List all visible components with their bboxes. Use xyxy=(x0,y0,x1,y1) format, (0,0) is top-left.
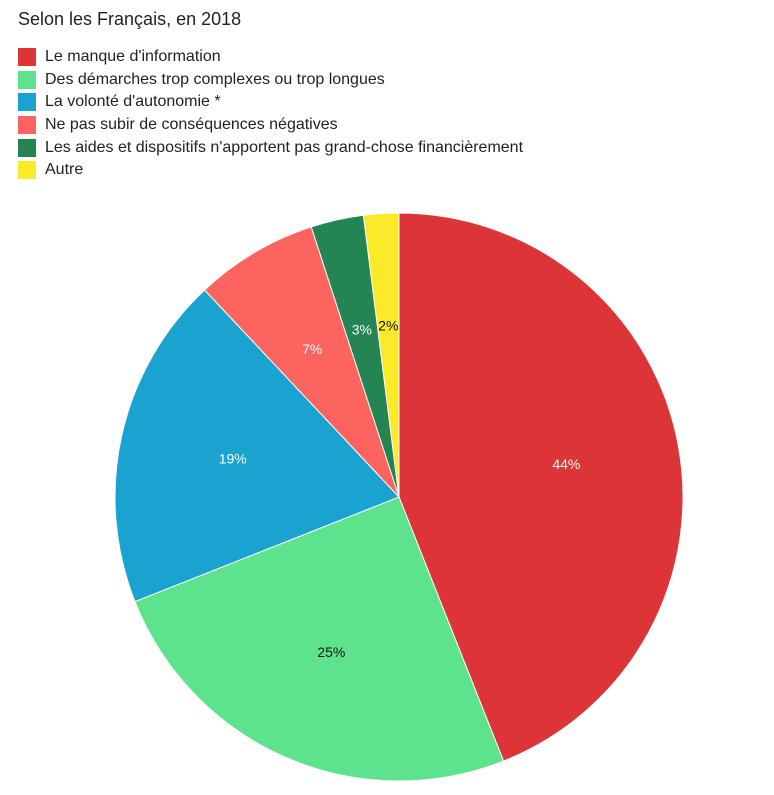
slice-value-label: 3% xyxy=(352,321,372,337)
chart-title: Selon les Français, en 2018 xyxy=(18,9,242,29)
legend-swatch xyxy=(18,70,36,89)
legend-swatch xyxy=(18,161,36,180)
legend-swatch xyxy=(18,93,36,112)
legend-swatch xyxy=(18,138,36,157)
legend-label: La volonté d'autonomie * xyxy=(45,93,221,111)
pie-slice xyxy=(134,496,505,782)
legend-item: Ne pas subir de conséquences négatives xyxy=(18,114,523,137)
legend-swatch xyxy=(18,48,36,67)
legend-item: La volonté d'autonomie * xyxy=(18,91,523,114)
legend-item: Le manque d'information xyxy=(18,46,523,69)
legend-label: Ne pas subir de conséquences négatives xyxy=(45,116,338,134)
legend-swatch xyxy=(18,116,36,135)
legend-label: Les aides et dispositifs n'apportent pas… xyxy=(45,138,524,156)
pie-slice xyxy=(398,212,684,762)
slice-value-label: 44% xyxy=(552,456,580,472)
legend-item: Des démarches trop complexes ou trop lon… xyxy=(18,69,523,92)
slice-value-label: 2% xyxy=(378,318,398,334)
legend-item: Les aides et dispositifs n'apportent pas… xyxy=(18,136,523,159)
pie-slice xyxy=(203,226,400,498)
legend-label: Le manque d'information xyxy=(45,48,221,66)
legend-label: Autre xyxy=(45,161,84,179)
pie-slice xyxy=(362,212,400,498)
legend: Le manque d'information Des démarches tr… xyxy=(18,46,523,182)
pie-slice xyxy=(114,289,400,603)
slice-value-label: 19% xyxy=(219,451,247,467)
slice-value-label: 25% xyxy=(317,644,345,660)
legend-item: Autre xyxy=(18,159,523,182)
legend-label: Des démarches trop complexes ou trop lon… xyxy=(45,70,385,88)
slice-value-label: 7% xyxy=(302,341,322,357)
